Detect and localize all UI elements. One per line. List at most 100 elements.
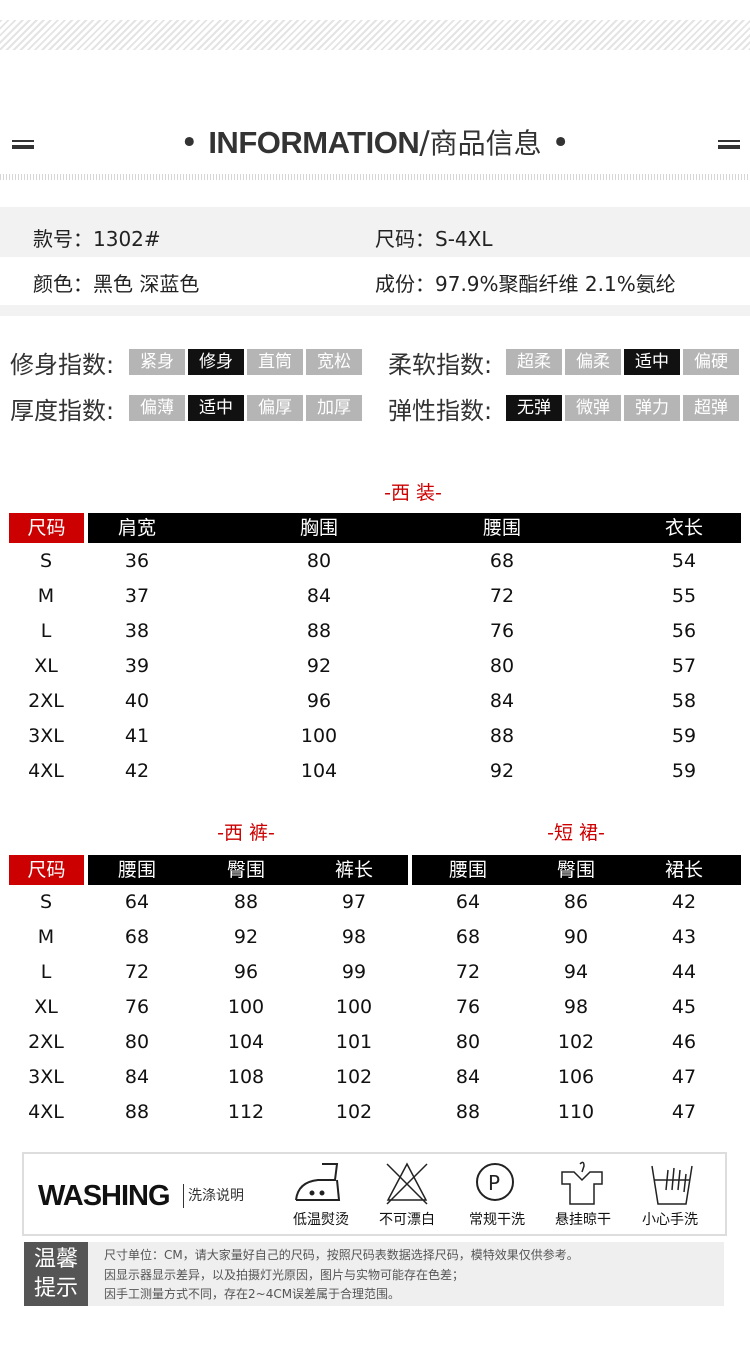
index-label: 厚度指数: [10, 397, 115, 425]
pants-cell: 4XL [28, 1101, 64, 1123]
suit-cell: 104 [300, 760, 338, 782]
suit-cell: 56 [671, 620, 697, 642]
pants-cell: 92 [233, 926, 259, 948]
skirt-cell: 90 [563, 926, 589, 948]
skirt-cell: 84 [455, 1066, 481, 1088]
skirt-cell: 102 [557, 1031, 595, 1053]
suit-cell: 92 [489, 760, 515, 782]
index-option: 修身 [188, 349, 244, 375]
skirt-cell: 94 [563, 961, 589, 983]
pants-cell: 64 [124, 891, 150, 913]
wash-label: 常规干洗 [469, 1212, 525, 1228]
dotted-divider [0, 174, 750, 180]
index-option: 偏柔 [565, 349, 621, 375]
pants-cell: 99 [341, 961, 367, 983]
skirt-cell: 47 [671, 1066, 697, 1088]
index-label: 弹性指数: [388, 397, 493, 425]
pants-cell: 76 [124, 996, 150, 1018]
dry-clean-icon: P [476, 1163, 514, 1201]
skirt-cell: 44 [671, 961, 697, 983]
pants-cell: 96 [233, 961, 259, 983]
washing-title: WASHING [38, 1180, 171, 1212]
size-range: 尺码：S-4XL [375, 227, 493, 251]
note-line: 因显示器显示差异，以及拍摄灯光原因，图片与实物可能存在色差； [104, 1268, 465, 1282]
suit-title: -西 装- [384, 482, 442, 504]
skirt-cell: 68 [455, 926, 481, 948]
skirt-cell: 80 [455, 1031, 481, 1053]
pants-cell: 2XL [28, 1031, 64, 1053]
note-line: 尺寸单位：CM，请大家量好自己的尺码，按照尺码表数据选择尺码，模特效果仅供参考。 [104, 1248, 579, 1262]
suit-cell: 3XL [28, 725, 64, 747]
suit-cell: 84 [489, 690, 515, 712]
index-option: 弹力 [624, 395, 680, 421]
washing-panel [22, 1152, 727, 1236]
suit-cell: 72 [489, 585, 515, 607]
pants-header: 腰围 [117, 859, 156, 881]
skirt-cell: 42 [671, 891, 697, 913]
suit-cell: 42 [124, 760, 150, 782]
info-band [0, 207, 750, 257]
index-option: 直筒 [247, 349, 303, 375]
suit-cell: 57 [671, 655, 697, 677]
washing-subtitle: 洗涤说明 [183, 1184, 244, 1208]
menu-lines-icon [12, 140, 34, 149]
skirt-header: 臀围 [556, 859, 595, 881]
index-option: 偏薄 [129, 395, 185, 421]
index-option: 适中 [624, 349, 680, 375]
suit-header: 肩宽 [117, 517, 156, 539]
index-option: 偏厚 [247, 395, 303, 421]
pants-cell: XL [34, 996, 58, 1018]
pants-cell: 100 [335, 996, 373, 1018]
index-label: 柔软指数: [388, 351, 493, 379]
suit-cell: 2XL [28, 690, 64, 712]
pants-cell: 102 [335, 1066, 373, 1088]
wash-label: 小心手洗 [642, 1212, 698, 1228]
suit-header: 衣长 [664, 517, 703, 539]
color-info: 颜色：黑色 深蓝色 [33, 272, 200, 296]
index-option: 偏硬 [683, 349, 739, 375]
pants-cell: 88 [124, 1101, 150, 1123]
pants-cell: M [37, 926, 55, 948]
suit-cell: 39 [124, 655, 150, 677]
pants-cell: 98 [341, 926, 367, 948]
index-option: 宽松 [306, 349, 362, 375]
pants-header: 裤长 [334, 859, 373, 881]
suit-cell: XL [34, 655, 58, 677]
pants-cell: 97 [341, 891, 367, 913]
index-label: 修身指数: [10, 351, 115, 379]
skirt-cell: 72 [455, 961, 481, 983]
pants-cell: 80 [124, 1031, 150, 1053]
suit-cell: 92 [306, 655, 332, 677]
note-line: 因手工测量方式不同，存在2~4CM误差属于合理范围。 [104, 1287, 401, 1301]
index-option: 加厚 [306, 395, 362, 421]
no-bleach-icon [386, 1162, 428, 1205]
skirt-cell: 64 [455, 891, 481, 913]
style-number: 款号：1302# [33, 227, 161, 251]
material-info: 成份：97.9%聚酯纤维 2.1%氨纶 [375, 272, 676, 296]
skirt-header: 裙长 [664, 859, 703, 881]
index-option: 超柔 [506, 349, 562, 375]
suit-cell: 41 [124, 725, 150, 747]
suit-cell: 100 [300, 725, 338, 747]
info-band-bottom [0, 305, 750, 316]
index-option: 无弹 [506, 395, 562, 421]
skirt-cell: 46 [671, 1031, 697, 1053]
pants-cell: 88 [233, 891, 259, 913]
skirt-cell: 106 [557, 1066, 595, 1088]
suit-cell: 40 [124, 690, 150, 712]
index-option: 微弹 [565, 395, 621, 421]
skirt-header: 腰围 [448, 859, 487, 881]
skirt-cell: 110 [557, 1101, 595, 1123]
skirt-cell: 98 [563, 996, 589, 1018]
pants-cell: 101 [335, 1031, 373, 1053]
pants-cell: 102 [335, 1101, 373, 1123]
svg-text:P: P [488, 1171, 500, 1195]
suit-cell: 84 [306, 585, 332, 607]
suit-cell: 38 [124, 620, 150, 642]
suit-cell: 80 [489, 655, 515, 677]
iron-low-icon [295, 1163, 341, 1201]
pants-cell: 108 [227, 1066, 265, 1088]
pants-header-bar [88, 855, 408, 885]
suit-cell: 68 [489, 550, 515, 572]
notes-title: 温馨提示 [24, 1242, 88, 1306]
